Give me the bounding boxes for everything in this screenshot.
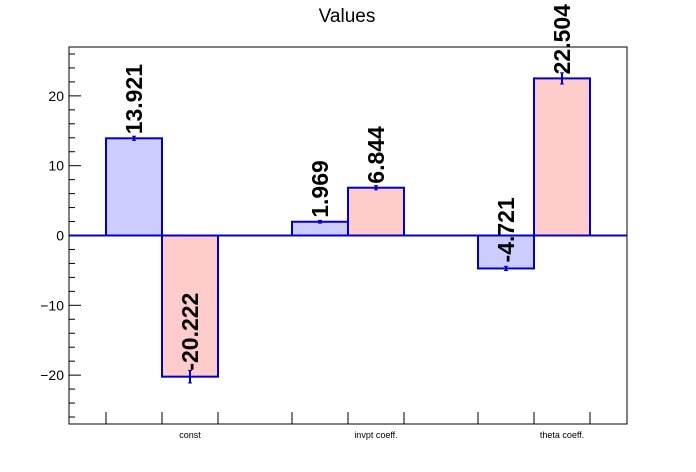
y-tick-label: 10 — [48, 158, 64, 174]
data-label: 1.969 — [307, 160, 333, 218]
x-category-label: const — [179, 430, 201, 440]
y-tick-label: 0 — [56, 228, 64, 244]
y-tick-label: 20 — [48, 88, 64, 104]
x-category-label: theta coeff. — [540, 430, 584, 440]
data-label: -20.222 — [177, 293, 203, 371]
bar — [477, 234, 535, 270]
chart-title: Values — [319, 6, 376, 27]
x-category-label: invpt coeff. — [354, 430, 397, 440]
data-label: 13.921 — [121, 64, 147, 135]
data-label: 22.504 — [549, 4, 575, 75]
bar — [533, 77, 591, 237]
plot-area: −20 −10 0 10 20 const invpt coeff. theta coeff.… — [40, 4, 628, 440]
y-tick-label: −20 — [40, 367, 64, 383]
data-label: -4.721 — [493, 197, 519, 262]
bar — [347, 186, 405, 237]
bar — [161, 234, 219, 378]
y-tick-label: −10 — [40, 297, 64, 313]
bar — [105, 137, 163, 237]
bar — [291, 220, 349, 237]
data-label: 6.844 — [363, 126, 389, 184]
